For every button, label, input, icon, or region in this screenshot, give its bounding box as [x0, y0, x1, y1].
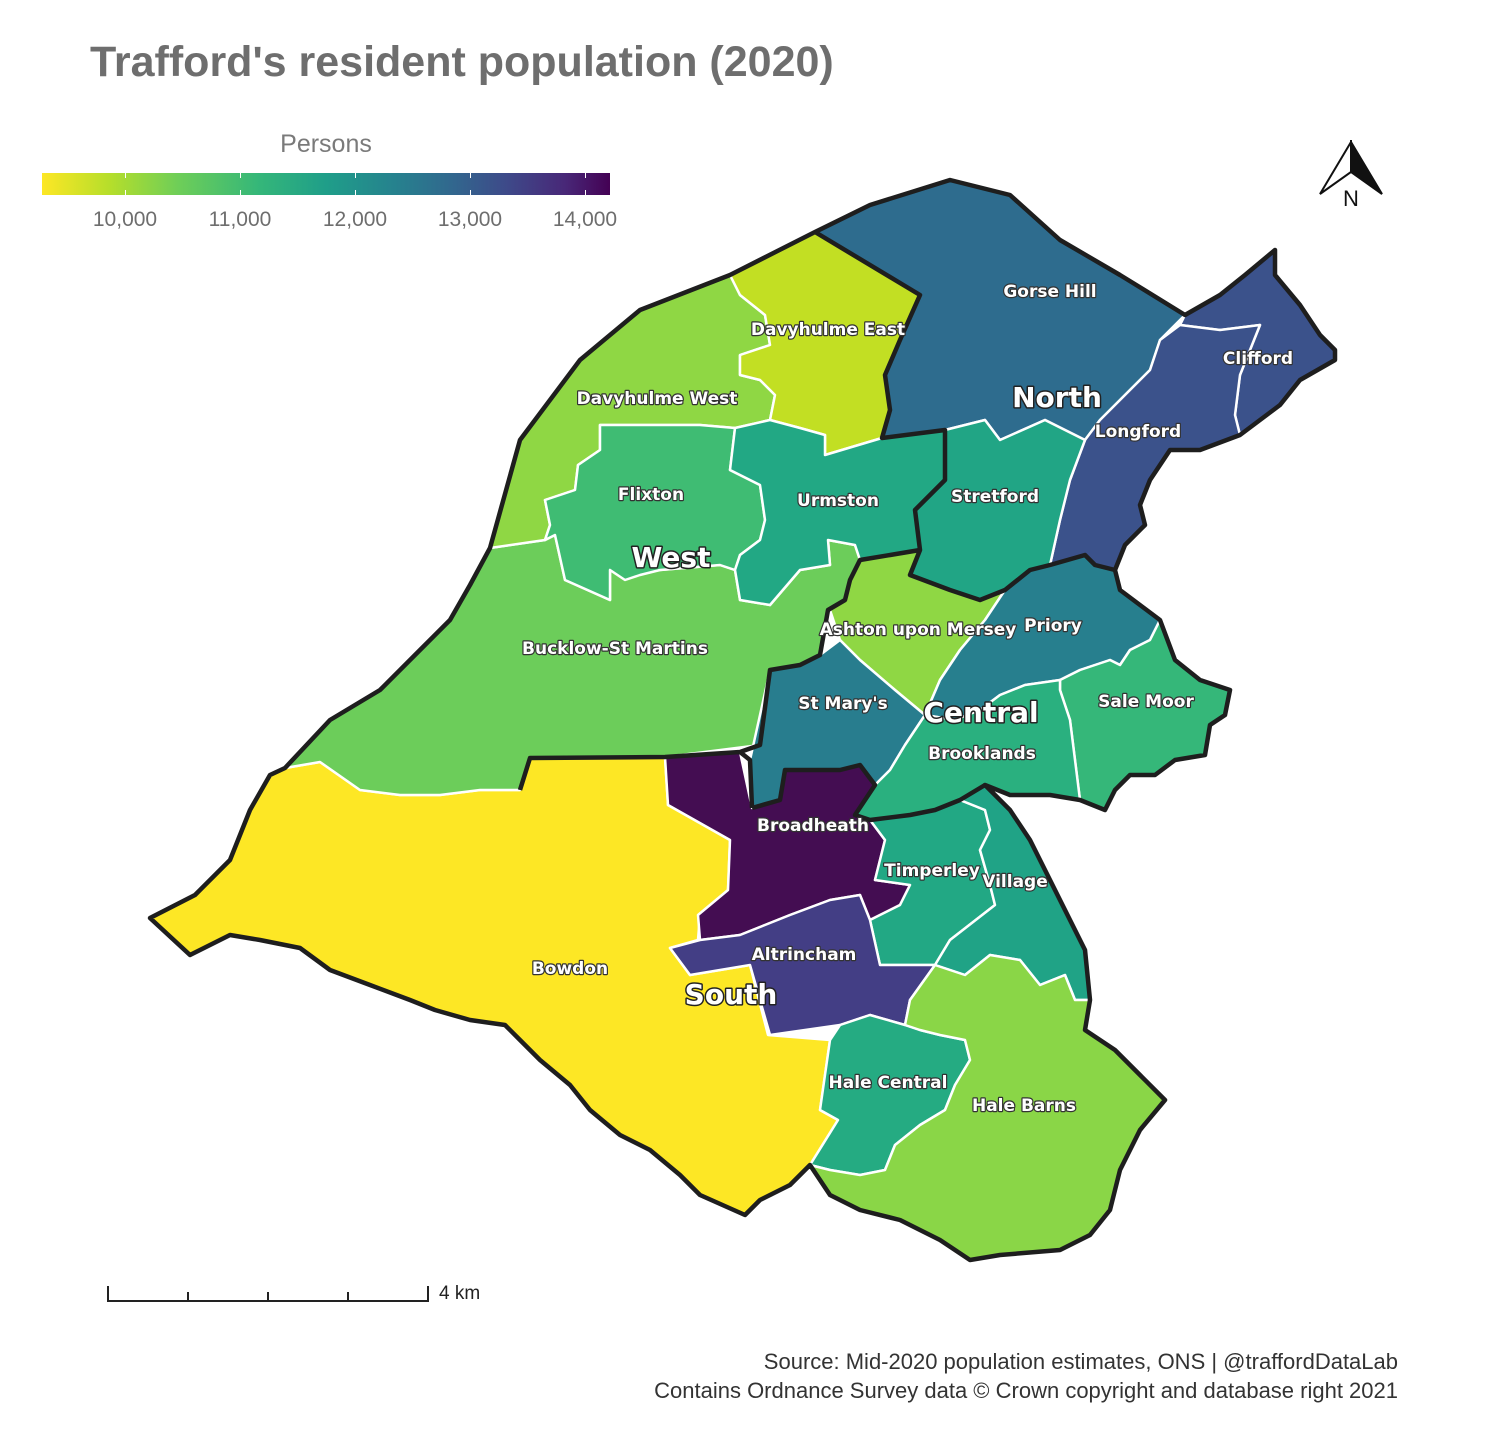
north-arrow-icon: N — [1319, 140, 1383, 211]
scale-bar-label: 4 km — [439, 1283, 481, 1304]
ward-label: Longford — [1095, 422, 1181, 442]
legend-tick-top — [240, 173, 241, 178]
area-label: North — [1012, 381, 1102, 414]
scale-bar: 4 km — [107, 1278, 507, 1308]
ward-label: Sale Moor — [1098, 692, 1194, 712]
legend-tick-label: 10,000 — [92, 208, 158, 231]
ward-label: Ashton upon Mersey — [820, 620, 1017, 640]
legend-tick-label: 11,000 — [208, 208, 272, 231]
ward-label: Gorse Hill — [1003, 282, 1096, 302]
legend: Persons 10,000 11,000 12,000 13,000 14,0… — [42, 128, 642, 238]
area-label: West — [632, 541, 711, 574]
ward-label: Altrincham — [752, 945, 857, 965]
ward-label: Bucklow-St Martins — [522, 639, 708, 659]
legend-colorbar — [42, 173, 610, 195]
area-boundary-central-south — [751, 762, 987, 823]
ward-label: Davyhulme East — [751, 320, 905, 340]
copyright-line: Contains Ordnance Survey data © Crown co… — [654, 1378, 1398, 1403]
borough-outline — [147, 177, 1338, 1263]
legend-tick-bottom — [355, 190, 356, 195]
area-boundary-broadheath — [738, 750, 755, 809]
legend-tick-bottom — [240, 190, 241, 195]
area-label: Central — [923, 696, 1038, 729]
ward-label: Timperley — [884, 861, 980, 881]
ward-label: Stretford — [951, 487, 1039, 507]
area-label: South — [685, 978, 778, 1011]
north-arrow-label: N — [1343, 186, 1359, 211]
ward-label: Hale Barns — [972, 1096, 1076, 1116]
ward-label: Hale Central — [829, 1073, 948, 1093]
ward-label: Clifford — [1223, 349, 1293, 369]
source-caption: Source: Mid-2020 population estimates, O… — [654, 1347, 1398, 1405]
ward-label: Broadheath — [757, 816, 869, 836]
ward-urmston[interactable] — [728, 418, 947, 607]
source-line: Source: Mid-2020 population estimates, O… — [763, 1349, 1398, 1374]
ward-label: Priory — [1024, 616, 1082, 636]
legend-tick-label: 12,000 — [322, 208, 388, 231]
ward-label: Davyhulme West — [577, 389, 738, 409]
scale-bar-tick — [107, 1286, 109, 1302]
scale-bar-tick — [187, 1292, 189, 1302]
legend-tick-label: 13,000 — [437, 208, 503, 231]
legend-tick-top — [585, 173, 586, 178]
legend-tick-bottom — [470, 190, 471, 195]
scale-bar-tick — [267, 1292, 269, 1302]
legend-title: Persons — [280, 130, 372, 158]
area-boundary-west-central — [517, 547, 921, 791]
ward-label: Urmston — [797, 491, 879, 511]
legend-tick-label: 14,000 — [552, 208, 618, 231]
legend-tick-bottom — [125, 190, 126, 195]
chart-title: Trafford's resident population (2020) — [90, 38, 834, 86]
ward-label: St Mary's — [798, 694, 887, 714]
legend-tick-top — [355, 173, 356, 178]
ward-label: Village — [982, 872, 1048, 892]
ward-label: Bowdon — [532, 959, 608, 979]
ward-label: Flixton — [618, 485, 684, 505]
scale-bar-tick — [347, 1292, 349, 1302]
legend-tick-top — [125, 173, 126, 178]
scale-bar-tick — [427, 1286, 429, 1302]
legend-tick-top — [470, 173, 471, 178]
ward-label: Brooklands — [928, 744, 1036, 764]
legend-tick-bottom — [585, 190, 586, 195]
